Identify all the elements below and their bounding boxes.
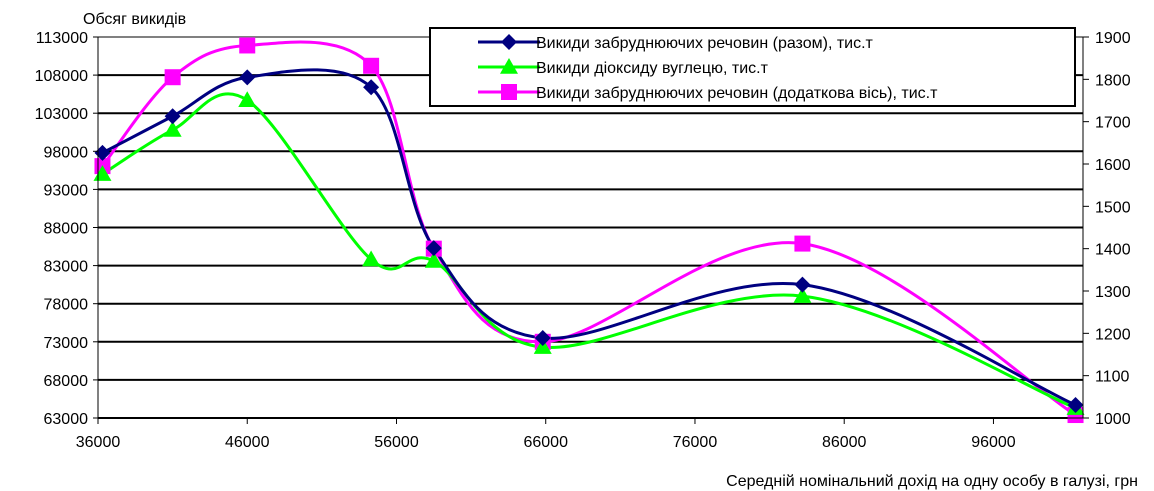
y2-tick-label: 1600 [1095,157,1131,174]
series-line-1 [101,92,1077,410]
legend-swatch-marker [500,58,518,74]
data-point [424,252,443,268]
data-point [793,287,812,303]
y-tick-label: 103000 [35,106,88,123]
y-tick-label: 78000 [44,297,89,314]
y-axis-title: Обсяг викидів [83,11,186,28]
data-point [362,250,381,267]
x-axis-title: Середній номінальний дохід на одну особу… [726,473,1138,490]
x-tick-label: 66000 [523,434,568,451]
x-tick-label: 36000 [76,434,121,451]
legend-swatch-marker [501,34,517,50]
y-tick-label: 98000 [44,144,89,161]
data-point [163,120,182,137]
legend-entry: Викиди забруднюючих речовин (додаткова в… [536,85,938,102]
data-point [238,91,257,107]
axis-layer: 63000 68000 73000 78000 83000 88000 93000 98000… [35,30,1131,451]
y-tick-label: 88000 [44,221,89,238]
x-tick-label: 86000 [822,434,867,451]
legend-swatch-marker [501,84,517,100]
x-tick-label: 46000 [225,434,270,451]
data-point [239,69,256,86]
y2-tick-label: 1700 [1095,115,1131,132]
y2-tick-label: 1900 [1095,30,1131,47]
legend-entry: Викиди діоксиду вуглецю, тис.т [536,60,769,77]
y2-tick-label: 1000 [1095,411,1131,428]
data-point [533,338,552,354]
series-layer [93,37,1085,424]
legend: Викиди забруднюючих речовин (разом), тис… [429,27,1076,107]
y-tick-label: 113000 [36,30,88,47]
y2-tick-label: 1500 [1095,199,1131,216]
y2-tick-label: 1100 [1095,369,1130,386]
data-point [363,57,380,74]
y-tick-label: 108000 [35,68,88,85]
y2-tick-label: 1800 [1095,72,1131,89]
data-point [363,79,380,96]
data-point [164,108,181,125]
y-tick-label: 68000 [44,373,89,390]
data-point [425,240,442,257]
data-point [1067,397,1084,414]
data-point [239,37,256,54]
x-tick-label: 56000 [374,434,419,451]
data-point [164,69,181,86]
y-tick-label: 63000 [44,411,89,428]
legend-entry: Викиди забруднюючих речовин (разом), тис… [536,35,874,52]
data-point [794,235,811,252]
x-tick-label: 76000 [673,434,718,451]
y2-tick-label: 1300 [1095,284,1131,301]
data-point [534,329,551,346]
y2-tick-label: 1200 [1095,326,1131,343]
x-tick-label: 96000 [971,434,1016,451]
y2-tick-label: 1400 [1095,242,1131,259]
y-tick-label: 93000 [44,182,89,199]
data-point [794,276,811,293]
y-tick-label: 83000 [44,259,89,276]
series-line-0 [101,68,1077,407]
y-tick-label: 73000 [44,335,89,352]
